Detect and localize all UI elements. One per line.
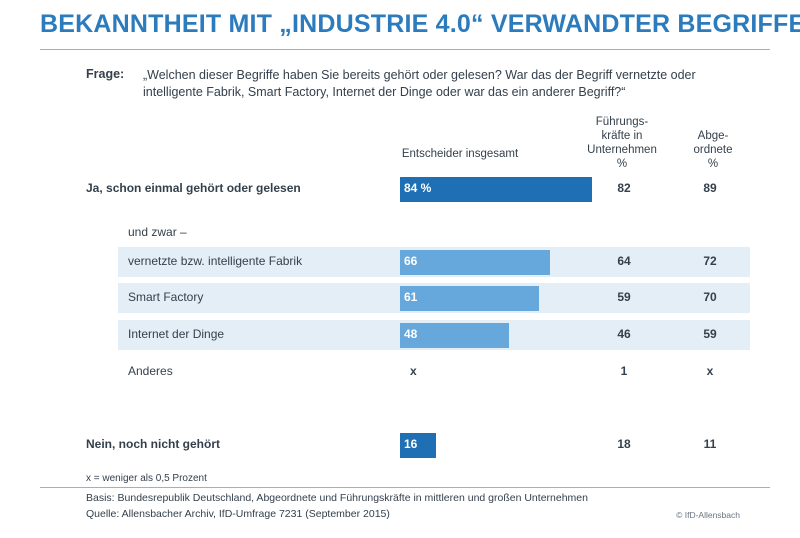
value-abgeordnete: 72 (703, 254, 717, 268)
value-abgeordnete: 89 (703, 181, 717, 195)
page-title: BEKANNTHEIT MIT „INDUSTRIE 4.0“ VERWANDT… (40, 10, 800, 38)
value-fuehrung: 18 (617, 437, 631, 451)
bar-value-label: 16 (404, 437, 418, 451)
row-label: Anderes (128, 364, 173, 378)
value-abgeordnete: x (706, 364, 714, 378)
row-label: vernetzte bzw. intelligente Fabrik (128, 254, 303, 268)
row-label: Nein, noch nicht gehört (86, 437, 220, 451)
row-label: Internet der Dinge (128, 327, 225, 341)
column-header-abgeordnete: Abge- ordnete % (693, 130, 733, 170)
data-bar (400, 286, 540, 311)
data-bar (400, 177, 592, 202)
value-fuehrung: 64 (617, 254, 631, 268)
value-abgeordnete: 70 (703, 290, 717, 304)
data-bar (400, 250, 551, 275)
footer-divider (40, 487, 770, 488)
bar-value-label: 48 (404, 327, 418, 341)
data-bar (400, 433, 437, 458)
bar-value-label: x (410, 364, 417, 378)
column-header-total: Entscheider insgesamt (401, 148, 519, 160)
question-text: „Welchen dieser Begriffe haben Sie berei… (143, 68, 696, 99)
question-label: Frage: (86, 67, 125, 81)
footnote: x = weniger als 0,5 Prozent (86, 473, 207, 484)
row-label: Smart Factory (128, 290, 204, 304)
data-bar (400, 323, 510, 348)
value-fuehrung: 46 (617, 327, 631, 341)
source-text: Quelle: Allensbacher Archiv, IfD-Umfrage… (86, 508, 390, 520)
column-header-fuehrung: Führungs- kräfte in Unternehmen % (587, 116, 657, 170)
subheader-label: und zwar – (128, 225, 187, 239)
value-abgeordnete: 59 (703, 327, 717, 341)
bar-value-label: 84 % (404, 181, 432, 195)
row-label: Ja, schon einmal gehört oder gelesen (86, 181, 301, 195)
bar-value-label: 61 (404, 290, 418, 304)
basis-text: Basis: Bundesrepublik Deutschland, Abgeo… (86, 492, 588, 504)
value-fuehrung: 59 (617, 290, 631, 304)
credit: © IfD-Allensbach (676, 510, 740, 520)
bar-value-label: 66 (404, 254, 418, 268)
value-abgeordnete: 11 (703, 437, 717, 451)
value-fuehrung: 1 (620, 364, 628, 378)
title-divider (40, 49, 770, 50)
value-fuehrung: 82 (617, 181, 631, 195)
